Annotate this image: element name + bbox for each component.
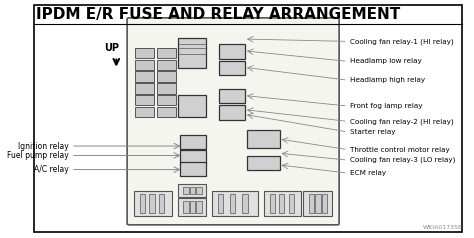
FancyBboxPatch shape	[178, 198, 206, 216]
Bar	[196, 187, 201, 194]
Text: Cooling fan relay-3 (LO relay): Cooling fan relay-3 (LO relay)	[350, 157, 456, 164]
FancyBboxPatch shape	[156, 48, 175, 58]
FancyBboxPatch shape	[156, 95, 175, 105]
Bar	[140, 194, 145, 213]
Bar	[279, 194, 284, 213]
FancyBboxPatch shape	[156, 107, 175, 117]
Text: Front fog lamp relay: Front fog lamp relay	[350, 103, 422, 109]
Bar	[190, 201, 195, 213]
FancyBboxPatch shape	[135, 107, 154, 117]
Text: A/C relay: A/C relay	[34, 165, 69, 174]
FancyBboxPatch shape	[303, 191, 332, 216]
Bar	[218, 194, 223, 213]
Text: Cooling fan relay-2 (HI relay): Cooling fan relay-2 (HI relay)	[350, 118, 454, 125]
Text: Ignition relay: Ignition relay	[18, 142, 69, 151]
Bar	[159, 194, 164, 213]
FancyBboxPatch shape	[178, 95, 206, 117]
FancyBboxPatch shape	[156, 83, 175, 94]
FancyBboxPatch shape	[247, 130, 280, 148]
FancyBboxPatch shape	[180, 135, 206, 149]
FancyBboxPatch shape	[135, 60, 154, 70]
FancyBboxPatch shape	[247, 156, 280, 170]
Text: IPDM E/R FUSE AND RELAY ARRANGEMENT: IPDM E/R FUSE AND RELAY ARRANGEMENT	[36, 7, 401, 22]
FancyBboxPatch shape	[135, 191, 172, 216]
FancyBboxPatch shape	[156, 71, 175, 82]
Bar	[289, 194, 294, 213]
Bar	[230, 194, 236, 213]
Bar	[190, 187, 195, 194]
Text: WKIA01735E: WKIA01735E	[422, 225, 463, 230]
FancyBboxPatch shape	[180, 162, 206, 176]
FancyBboxPatch shape	[219, 44, 245, 59]
FancyBboxPatch shape	[219, 105, 245, 120]
Text: Throttle control motor relay: Throttle control motor relay	[350, 147, 450, 153]
FancyBboxPatch shape	[135, 95, 154, 105]
FancyBboxPatch shape	[178, 38, 206, 68]
Text: UP: UP	[104, 43, 119, 54]
Bar	[270, 194, 275, 213]
FancyBboxPatch shape	[212, 191, 258, 216]
FancyBboxPatch shape	[127, 18, 339, 225]
Bar	[149, 194, 155, 213]
Bar	[315, 194, 320, 213]
Bar	[243, 194, 248, 213]
Text: Headlamp low relay: Headlamp low relay	[350, 58, 422, 64]
FancyBboxPatch shape	[178, 184, 206, 197]
FancyBboxPatch shape	[156, 60, 175, 70]
FancyBboxPatch shape	[135, 83, 154, 94]
Text: Fuel pump relay: Fuel pump relay	[7, 151, 69, 160]
Text: Cooling fan relay-1 (HI relay): Cooling fan relay-1 (HI relay)	[350, 38, 454, 45]
Bar	[183, 187, 189, 194]
FancyBboxPatch shape	[219, 89, 245, 103]
Bar	[309, 194, 314, 213]
FancyBboxPatch shape	[180, 150, 206, 164]
FancyBboxPatch shape	[135, 71, 154, 82]
Bar	[183, 201, 189, 213]
Text: Starter relay: Starter relay	[350, 129, 395, 135]
FancyBboxPatch shape	[135, 48, 154, 58]
FancyBboxPatch shape	[264, 191, 301, 216]
FancyBboxPatch shape	[219, 61, 245, 75]
Bar	[322, 194, 327, 213]
Text: Headlamp high relay: Headlamp high relay	[350, 77, 425, 83]
Bar	[196, 201, 201, 213]
Text: ECM relay: ECM relay	[350, 170, 386, 176]
